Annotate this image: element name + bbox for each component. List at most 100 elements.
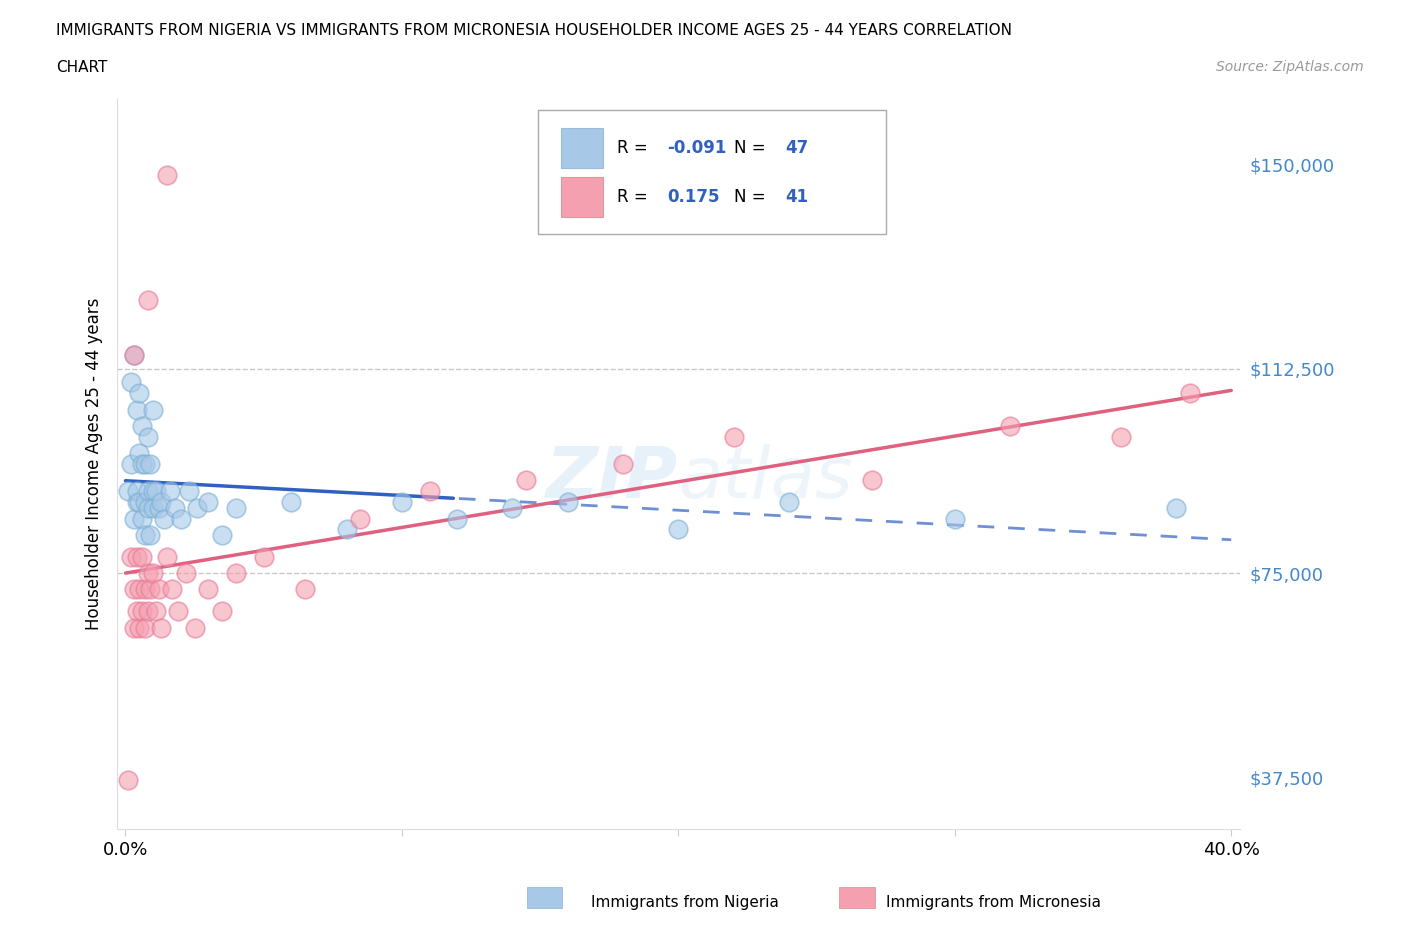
Point [186, 500, 208, 515]
Point [153, 512, 176, 526]
Point [131, 550, 153, 565]
Point [148, 582, 170, 597]
Point [280, 495, 302, 510]
Point [136, 604, 159, 618]
Point [150, 495, 173, 510]
Text: Immigrants from Micronesia: Immigrants from Micronesia [886, 895, 1101, 910]
Point [125, 484, 148, 498]
Point [136, 430, 159, 445]
Point [134, 457, 156, 472]
Point [142, 402, 165, 417]
Text: N =: N = [734, 140, 772, 157]
Point [139, 457, 162, 472]
Point [211, 604, 233, 618]
Point [165, 500, 187, 515]
Point [253, 550, 276, 565]
Point [557, 495, 579, 510]
Point [391, 495, 413, 510]
Point [136, 500, 159, 515]
Point [128, 386, 150, 401]
Point [167, 604, 190, 618]
Point [225, 565, 247, 580]
Point [125, 495, 148, 510]
Text: IMMIGRANTS FROM NIGERIA VS IMMIGRANTS FROM MICRONESIA HOUSEHOLDER INCOME AGES 25: IMMIGRANTS FROM NIGERIA VS IMMIGRANTS FR… [56, 23, 1012, 38]
Text: R =: R = [617, 140, 652, 157]
Point [197, 582, 219, 597]
Point [128, 620, 150, 635]
Point [120, 550, 142, 565]
Point [998, 418, 1021, 433]
Point [723, 430, 745, 445]
Point [128, 582, 150, 597]
Point [122, 620, 145, 635]
Bar [561, 128, 603, 168]
Point [336, 522, 359, 537]
Point [131, 512, 153, 526]
Point [778, 495, 800, 510]
Point [128, 495, 150, 510]
Point [176, 565, 198, 580]
Bar [839, 887, 875, 908]
Point [197, 495, 219, 510]
Point [139, 582, 162, 597]
Point [943, 512, 966, 526]
Y-axis label: Householder Income Ages 25 - 44 years: Householder Income Ages 25 - 44 years [86, 298, 103, 631]
Point [612, 457, 634, 472]
Point [136, 565, 159, 580]
Point [145, 484, 167, 498]
Bar [561, 178, 603, 218]
Point [131, 604, 153, 618]
Point [122, 348, 145, 363]
Point [446, 512, 468, 526]
Point [860, 473, 883, 488]
Point [162, 582, 184, 597]
Point [502, 500, 524, 515]
Point [177, 484, 200, 498]
Text: 0.175: 0.175 [666, 189, 720, 206]
Point [148, 500, 170, 515]
Text: N =: N = [734, 189, 772, 206]
Point [122, 512, 145, 526]
Point [134, 620, 156, 635]
Point [120, 375, 142, 390]
Text: -0.091: -0.091 [666, 140, 727, 157]
Point [1109, 430, 1132, 445]
Point [419, 484, 441, 498]
FancyBboxPatch shape [538, 110, 886, 233]
Point [666, 522, 689, 537]
Point [134, 527, 156, 542]
Point [134, 495, 156, 510]
Point [211, 527, 233, 542]
Point [145, 604, 167, 618]
Text: ZIP: ZIP [546, 445, 678, 513]
Point [136, 484, 159, 498]
Point [122, 582, 145, 597]
Text: atlas: atlas [678, 445, 853, 513]
Point [139, 527, 162, 542]
Point [125, 604, 148, 618]
Point [142, 565, 165, 580]
Point [156, 550, 179, 565]
Point [125, 402, 148, 417]
Bar [527, 887, 562, 908]
Point [225, 500, 247, 515]
Point [125, 550, 148, 565]
Point [134, 582, 156, 597]
Point [1178, 386, 1201, 401]
Point [150, 620, 173, 635]
Text: CHART: CHART [56, 60, 108, 75]
Text: Immigrants from Nigeria: Immigrants from Nigeria [591, 895, 779, 910]
Text: Source: ZipAtlas.com: Source: ZipAtlas.com [1216, 60, 1364, 74]
Point [183, 620, 205, 635]
Point [159, 484, 181, 498]
Point [294, 582, 316, 597]
Text: 47: 47 [785, 140, 808, 157]
Point [142, 500, 165, 515]
Point [136, 293, 159, 308]
Point [120, 457, 142, 472]
Text: R =: R = [617, 189, 658, 206]
Point [122, 348, 145, 363]
Point [156, 167, 179, 182]
Point [142, 484, 165, 498]
Point [515, 473, 537, 488]
